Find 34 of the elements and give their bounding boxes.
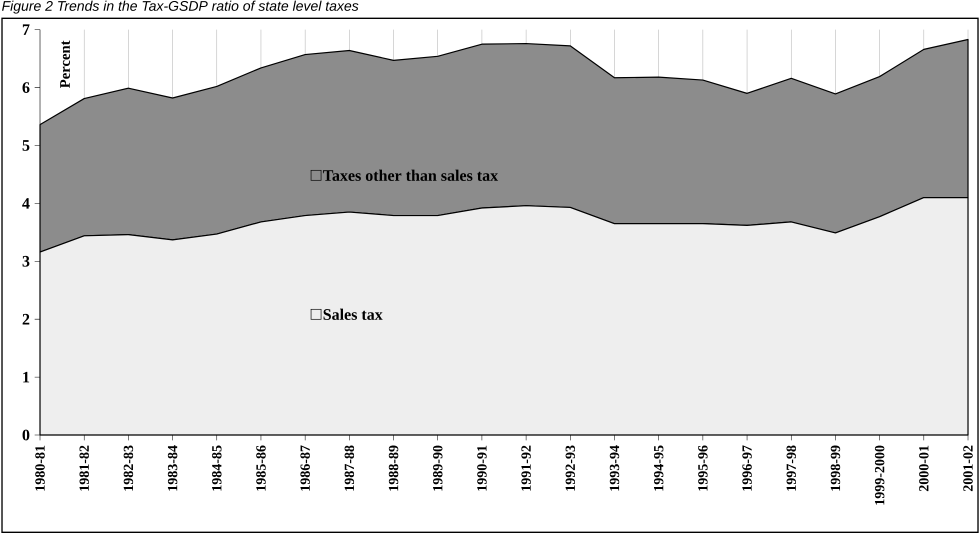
y-tick-label: 5 [22,140,30,151]
y-tick-label: 4 [22,198,30,209]
y-tick-label: 1 [23,372,30,382]
y-tick-label: 6 [22,82,30,93]
y-tick-label: 7 [22,24,30,35]
y-tick-label: 2 [22,314,30,324]
x-tick-label: 1995-96 [698,445,708,491]
y-tick-label: 0 [22,430,30,440]
x-tick-label: 1987-88 [344,446,354,491]
x-tick-label: 1993-94 [610,445,620,491]
x-tick-label: 1998-99 [830,446,840,491]
x-tick-label: 1994-95 [654,446,664,491]
x-tick-label: 1983-84 [168,445,178,491]
x-tick-label: 1980-81 [35,446,45,491]
x-tick-label: 1992-93 [566,446,576,491]
x-tick-label: 1986-87 [300,445,310,491]
chart-title: Figure 2 Trends in the Tax-GSDP ratio of state level taxes [2,0,358,14]
x-tick-label: 1990-91 [477,446,487,491]
x-tick-label: 1982-83 [124,446,134,491]
x-tick-label: 1981-82 [79,446,89,491]
x-tick-label: 1985-86 [256,445,266,491]
x-tick-label: 1989-90 [433,446,442,491]
x-tick-label: 1988-89 [388,446,398,491]
legend-label: Sales tax [324,308,383,320]
y-axis-title: Percent [60,40,70,88]
x-tick-label: 1991-92 [521,446,531,491]
x-tick-label: 2000-01 [919,446,929,492]
x-tick-label: 1997-98 [786,446,796,491]
legend-label: Taxes other than sales tax [322,170,498,181]
x-tick-label: 1996-97 [742,445,752,491]
x-tick-label: 1999-2000 [874,446,884,505]
y-tick-label: 3 [22,256,30,267]
x-tick-label: 2001-02 [963,446,973,492]
x-tick-label: 1984-85 [212,446,222,491]
